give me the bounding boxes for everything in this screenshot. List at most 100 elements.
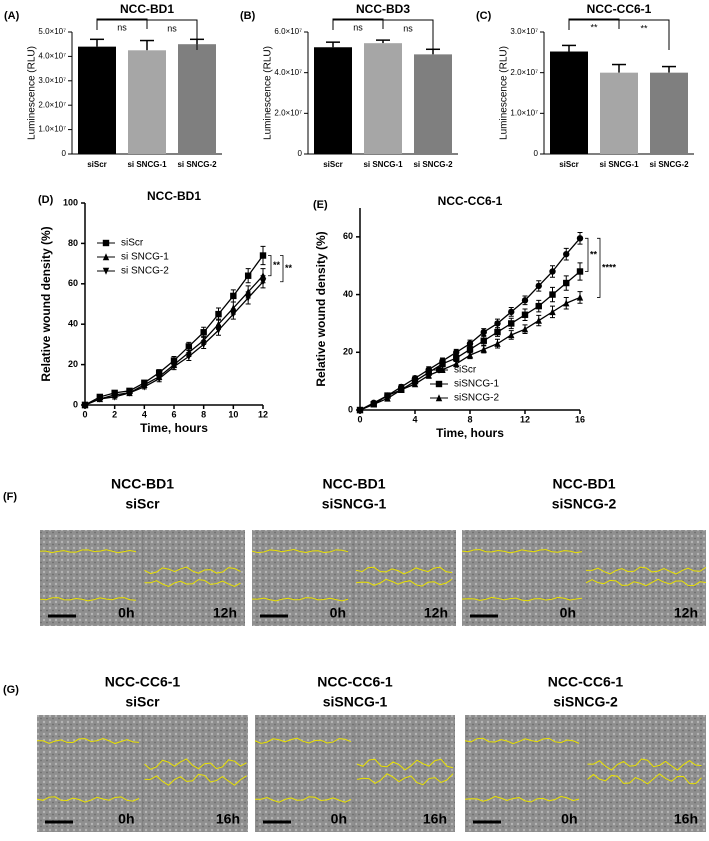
image-title: NCC-CC6-1 xyxy=(317,674,393,690)
bar xyxy=(364,43,402,154)
y-tick-label: 4.0×10⁷ xyxy=(274,68,302,77)
y-tick-label: 20 xyxy=(68,359,78,369)
marker xyxy=(185,343,193,350)
legend-label: si SNCG-2 xyxy=(121,266,169,277)
marker xyxy=(453,349,460,356)
image-title: siSNCG-2 xyxy=(553,694,618,710)
image-title: NCC-BD1 xyxy=(323,476,386,492)
x-tick-label: 0 xyxy=(82,409,87,419)
x-tick-label: si SNCG-2 xyxy=(649,160,689,169)
legend-label: siSNCG-1 xyxy=(454,379,499,390)
significance-bracket xyxy=(597,237,601,298)
wound-edge xyxy=(144,773,247,786)
wound-edge xyxy=(356,773,454,786)
bar xyxy=(314,47,352,154)
y-axis-label: Relative wound density (%) xyxy=(39,226,53,381)
marker xyxy=(480,337,487,344)
marker xyxy=(494,320,501,327)
wound-edge xyxy=(464,737,580,745)
y-tick-label: 0 xyxy=(348,404,353,414)
image-title: siScr xyxy=(125,694,160,710)
bar xyxy=(600,72,638,154)
x-tick-label: siScr xyxy=(87,160,107,169)
y-tick-label: 80 xyxy=(68,238,78,248)
wound-edge xyxy=(587,758,702,771)
time-label: 16h xyxy=(674,811,698,827)
x-tick-label: 16 xyxy=(575,414,585,424)
y-tick-label: 60 xyxy=(343,231,353,241)
time-label: 0h xyxy=(561,811,577,827)
legend-label: siSNCG-2 xyxy=(454,393,499,404)
series-line xyxy=(84,255,264,406)
significance-label: ** xyxy=(273,260,281,270)
image-title: NCC-BD1 xyxy=(553,476,616,492)
chart-title: NCC-BD3 xyxy=(356,2,410,16)
image-title: siSNCG-1 xyxy=(322,496,387,512)
time-label: 0h xyxy=(331,811,347,827)
marker xyxy=(521,325,529,333)
marker xyxy=(466,340,474,347)
legend-marker xyxy=(102,239,110,247)
time-label: 12h xyxy=(674,605,698,621)
marker xyxy=(480,345,487,353)
significance-bracket xyxy=(268,255,272,277)
marker xyxy=(453,354,460,362)
y-axis-label: Luminescence (RLU) xyxy=(263,46,274,140)
marker xyxy=(200,341,207,349)
y-tick-label: 60 xyxy=(68,278,78,288)
marker xyxy=(453,360,460,368)
x-tick-label: siScr xyxy=(559,160,579,169)
bar xyxy=(78,46,116,154)
marker xyxy=(563,299,570,307)
marker xyxy=(141,383,148,391)
y-tick-label: 4.0×10⁷ xyxy=(38,52,66,61)
significance-bracket xyxy=(585,237,589,272)
x-tick-label: 12 xyxy=(520,414,530,424)
y-axis-label: Luminescence (RLU) xyxy=(27,46,38,140)
legend-marker xyxy=(435,366,443,374)
marker xyxy=(425,371,432,379)
y-tick-label: 0 xyxy=(298,149,303,158)
y-tick-label: 0 xyxy=(73,399,78,409)
marker xyxy=(96,395,104,403)
marker xyxy=(81,401,89,409)
marker xyxy=(170,363,178,371)
significance-bracket xyxy=(280,255,284,283)
x-tick-label: 12 xyxy=(258,409,268,419)
image-title: NCC-CC6-1 xyxy=(548,674,624,690)
image-title: NCC-CC6-1 xyxy=(105,674,181,690)
y-tick-label: 6.0×10⁷ xyxy=(274,27,302,36)
image-title: siSNCG-2 xyxy=(552,496,617,512)
y-tick-label: 100 xyxy=(63,197,78,207)
legend-label: siScr xyxy=(121,238,144,249)
y-tick-label: 40 xyxy=(68,319,78,329)
marker xyxy=(563,279,570,287)
x-axis-label: Time, hours xyxy=(436,426,504,440)
y-tick-label: 20 xyxy=(343,347,353,357)
marker xyxy=(230,292,237,300)
wound-edge xyxy=(251,597,349,602)
significance-label: ns xyxy=(403,23,413,33)
x-tick-label: 2 xyxy=(112,409,117,419)
marker xyxy=(126,389,133,397)
legend-marker xyxy=(435,380,443,388)
bar xyxy=(650,72,688,154)
marker xyxy=(521,297,529,304)
marker xyxy=(508,331,515,339)
marker xyxy=(466,346,474,353)
y-tick-label: 40 xyxy=(343,289,353,299)
panel-label: (A) xyxy=(4,10,20,22)
x-tick-label: 4 xyxy=(142,409,147,419)
wound-edge xyxy=(36,796,140,803)
y-tick-label: 0 xyxy=(62,149,67,158)
chart-title: NCC-CC6-1 xyxy=(587,2,652,16)
marker xyxy=(549,308,556,316)
y-tick-label: 1.0×10⁷ xyxy=(38,125,66,134)
marker xyxy=(576,268,584,275)
marker xyxy=(549,291,556,298)
marker xyxy=(480,328,487,336)
significance-bracket xyxy=(96,19,198,50)
marker xyxy=(370,400,377,408)
chart-title: NCC-BD1 xyxy=(120,2,174,16)
time-label: 12h xyxy=(424,605,448,621)
